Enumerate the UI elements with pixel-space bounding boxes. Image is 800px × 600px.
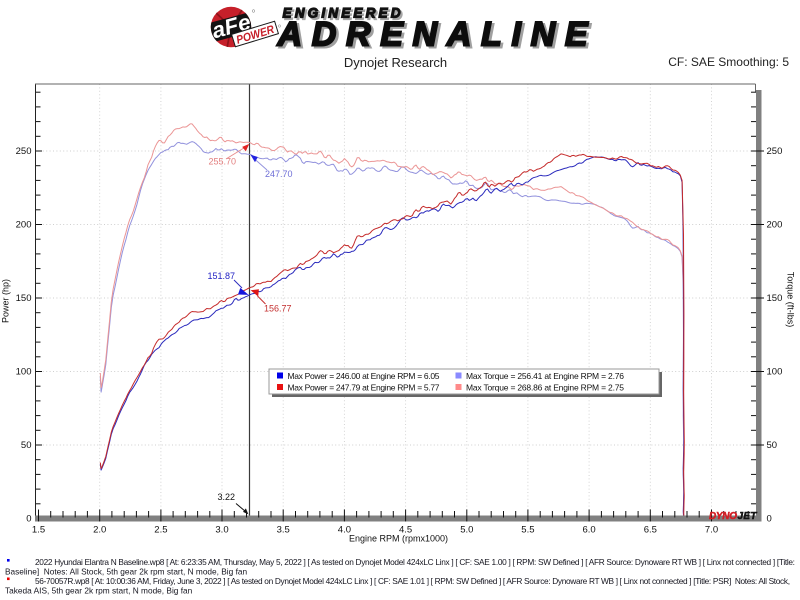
svg-text:3.22: 3.22 — [218, 492, 236, 502]
svg-text:247.70: 247.70 — [265, 169, 293, 179]
svg-text:JET: JET — [738, 511, 758, 522]
svg-text:150: 150 — [16, 293, 32, 304]
svg-text:5.0: 5.0 — [460, 525, 473, 536]
svg-text:50: 50 — [21, 440, 32, 451]
svg-text:4.0: 4.0 — [338, 525, 351, 536]
svg-text:Dynojet Research: Dynojet Research — [344, 55, 447, 70]
svg-text:ENGINEERED: ENGINEERED — [285, 7, 403, 22]
svg-text:2.5: 2.5 — [154, 525, 167, 536]
svg-text:150: 150 — [767, 293, 783, 304]
svg-text:Takeda AIS, 5th gear 2k rpm st: Takeda AIS, 5th gear 2k rpm start, N mod… — [5, 586, 193, 596]
svg-text:250: 250 — [767, 146, 783, 157]
svg-text:Max Torque = 268.86 at Engine: Max Torque = 268.86 at Engine RPM = 2.75 — [466, 383, 624, 393]
svg-text:Engine RPM (rpmx1000): Engine RPM (rpmx1000) — [349, 534, 448, 544]
svg-text:56-70057R.wp8 [ At: 10:00:36 A: 56-70057R.wp8 [ At: 10:00:36 AM, Friday,… — [35, 576, 790, 586]
svg-text:151.87: 151.87 — [208, 271, 236, 281]
svg-text:3.0: 3.0 — [215, 525, 228, 536]
svg-text:7.0: 7.0 — [705, 525, 718, 536]
svg-text:250: 250 — [16, 146, 32, 157]
svg-text:100: 100 — [767, 367, 783, 378]
svg-text:100: 100 — [16, 367, 32, 378]
svg-text:1.5: 1.5 — [32, 525, 45, 536]
svg-text:2022 Hyundai Elantra N Baselin: 2022 Hyundai Elantra N Baseline.wp8 [ At… — [35, 557, 795, 567]
svg-text:Max Power = 247.79 at Engine R: Max Power = 247.79 at Engine RPM = 5.77 — [288, 383, 440, 393]
svg-text:6.0: 6.0 — [582, 525, 595, 536]
svg-text:Max Power = 246.00 at Engine R: Max Power = 246.00 at Engine RPM = 6.05 — [288, 371, 440, 381]
svg-text:0: 0 — [767, 514, 772, 525]
svg-text:Power (hp): Power (hp) — [1, 279, 11, 323]
svg-text:5.5: 5.5 — [521, 525, 534, 536]
svg-text:255.70: 255.70 — [209, 157, 237, 167]
svg-text:CF: SAE Smoothing: 5: CF: SAE Smoothing: 5 — [668, 55, 789, 69]
svg-text:3.5: 3.5 — [277, 525, 290, 536]
svg-text:2.0: 2.0 — [93, 525, 106, 536]
svg-text:200: 200 — [16, 220, 32, 231]
svg-text:Baseline] Notes: All Stock, 5: Baseline] Notes: All Stock, 5th gear 2k … — [5, 567, 247, 577]
svg-text:ENGINEERED: ENGINEERED — [283, 6, 401, 21]
svg-text:Max Torque = 256.41 at Engine: Max Torque = 256.41 at Engine RPM = 2.76 — [466, 371, 624, 381]
svg-text:6.5: 6.5 — [644, 525, 657, 536]
svg-text:Torque (ft-lbs): Torque (ft-lbs) — [786, 272, 796, 328]
svg-text:156.77: 156.77 — [264, 304, 292, 314]
svg-text:50: 50 — [767, 440, 778, 451]
svg-text:4.5: 4.5 — [399, 525, 412, 536]
svg-text:0: 0 — [26, 514, 31, 525]
svg-text:200: 200 — [767, 220, 783, 231]
svg-text:ADRENALINE: ADRENALINE — [277, 15, 589, 53]
svg-text:DYNO: DYNO — [709, 511, 737, 522]
svg-text:ADRENALINE: ADRENALINE — [279, 18, 591, 56]
